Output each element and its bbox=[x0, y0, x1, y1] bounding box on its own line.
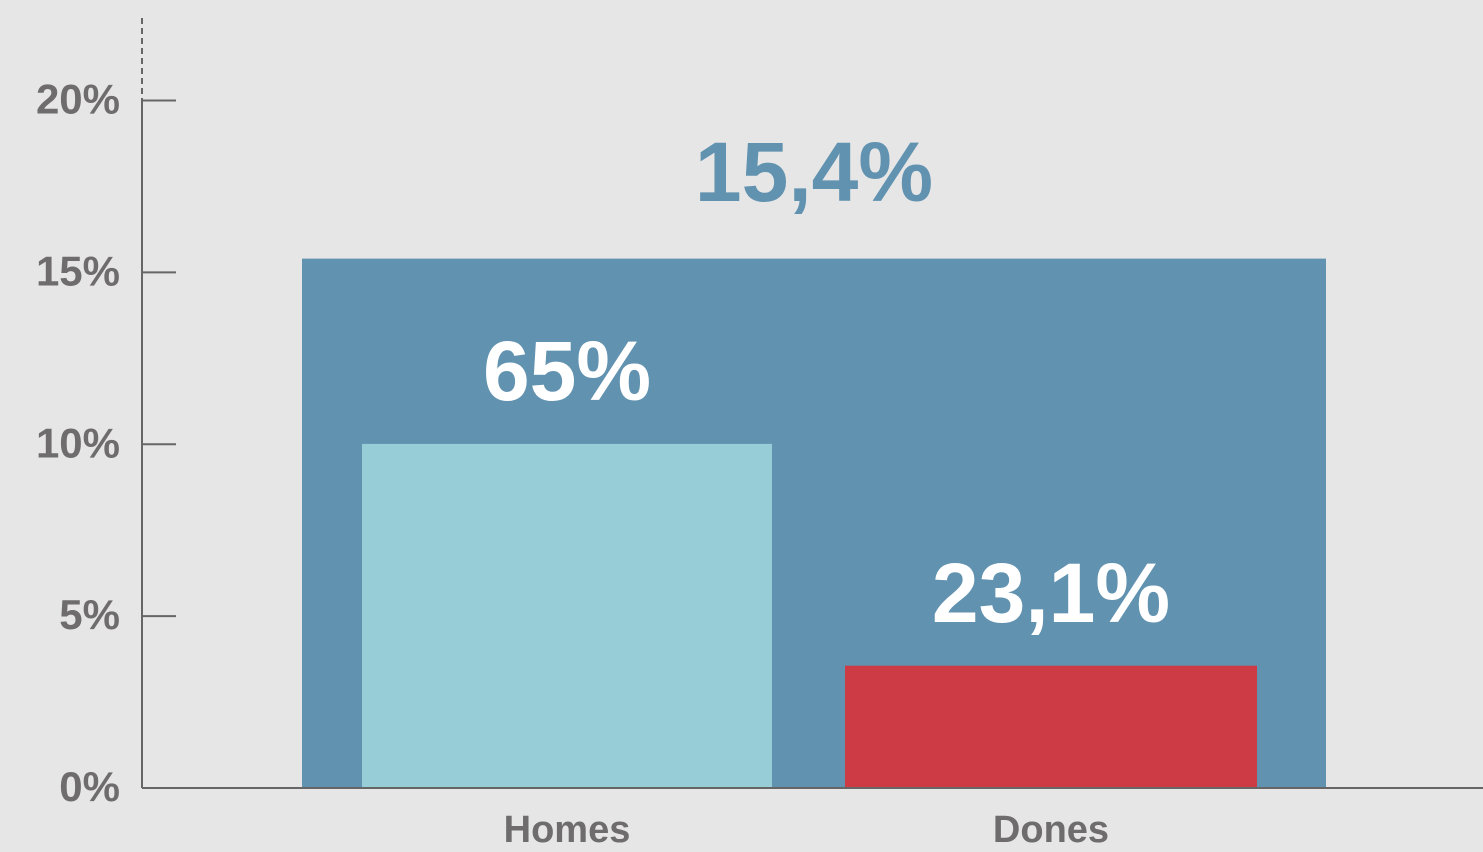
y-tick-label: 20% bbox=[36, 76, 120, 123]
x-tick-label: Dones bbox=[993, 809, 1109, 851]
y-tick-label: 0% bbox=[59, 763, 120, 810]
y-tick-label: 15% bbox=[36, 247, 120, 294]
y-tick-label: 5% bbox=[59, 591, 120, 638]
share-bar bbox=[362, 443, 772, 788]
total-label: 15,4% bbox=[695, 125, 933, 219]
x-tick-label: Homes bbox=[504, 809, 631, 851]
y-tick-label: 10% bbox=[36, 419, 120, 466]
share-bar bbox=[845, 665, 1257, 788]
share-label: 23,1% bbox=[932, 546, 1170, 640]
share-label: 65% bbox=[483, 324, 651, 418]
